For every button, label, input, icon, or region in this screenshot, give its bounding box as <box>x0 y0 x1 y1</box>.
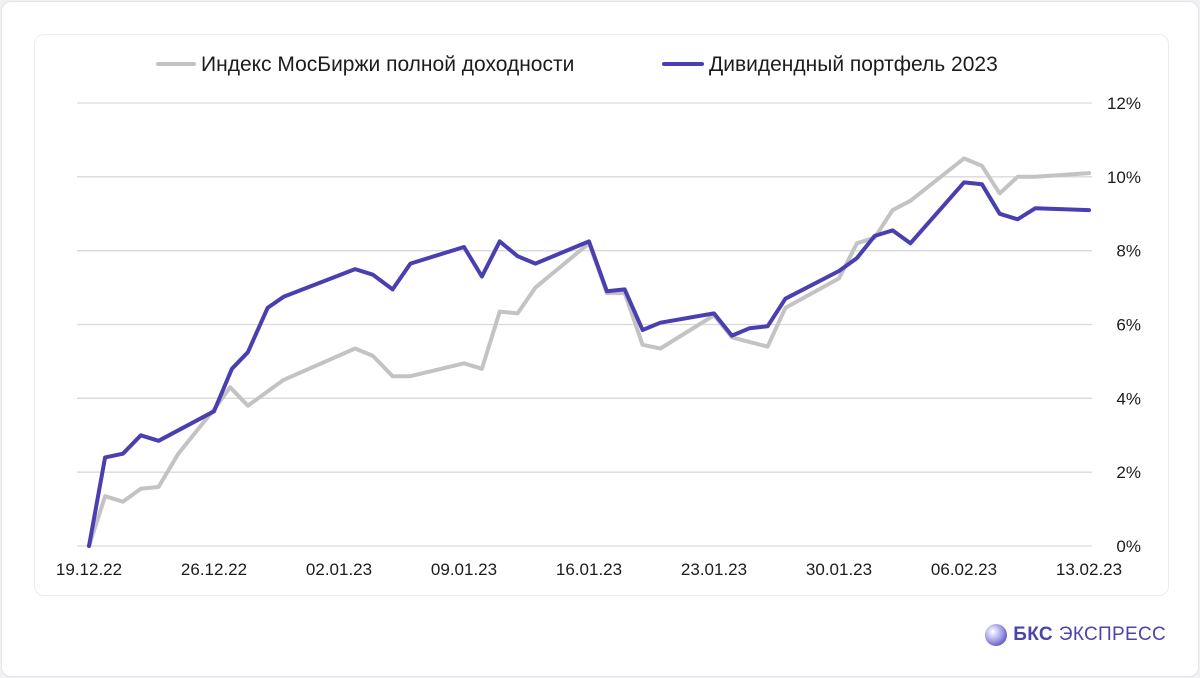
chart-card <box>34 34 1169 596</box>
legend: Индекс МосБиржи полной доходности Дивиде… <box>156 53 998 76</box>
x-tick-label: 19.12.22 <box>56 560 122 579</box>
brand-name-rest: ЭКСПРЕСС <box>1058 624 1166 645</box>
series-line-index <box>87 156 1091 548</box>
y-tick-label: 6% <box>1116 316 1141 335</box>
x-tick-label: 26.12.22 <box>181 560 247 579</box>
x-tick-label: 13.02.23 <box>1056 560 1122 579</box>
y-tick-label: 8% <box>1116 242 1141 261</box>
y-tick-label: 12% <box>1107 94 1141 113</box>
y-tick-label: 10% <box>1107 168 1141 187</box>
sphere-logo-icon <box>985 624 1008 646</box>
series-line-portfolio <box>87 180 1091 548</box>
x-tick-label: 23.01.23 <box>681 560 747 579</box>
brand-logo: БКС ЭКСПРЕСС <box>985 624 1166 646</box>
x-tick-label: 30.01.23 <box>806 560 872 579</box>
x-axis-ticks: 19.12.22 26.12.22 02.01.23 09.01.23 16.01.23… <box>56 560 1122 579</box>
x-tick-label: 02.01.23 <box>306 560 372 579</box>
y-tick-label: 0% <box>1116 537 1141 556</box>
legend-label-index: Индекс МосБиржи полной доходности <box>201 53 574 76</box>
grid-layer <box>77 102 1092 547</box>
series-layer <box>87 156 1091 548</box>
y-tick-label: 4% <box>1116 389 1141 408</box>
y-tick-label: 2% <box>1116 463 1141 482</box>
y-axis-ticks: 0% 2% 4% 6% 8% 10% 12% <box>1107 94 1141 556</box>
legend-label-portfolio: Дивидендный портфель 2023 <box>709 53 998 76</box>
x-tick-label: 06.02.23 <box>931 560 997 579</box>
x-tick-label: 09.01.23 <box>431 560 497 579</box>
x-tick-label: 16.01.23 <box>556 560 622 579</box>
brand-name-bold: БКС <box>1013 624 1053 645</box>
